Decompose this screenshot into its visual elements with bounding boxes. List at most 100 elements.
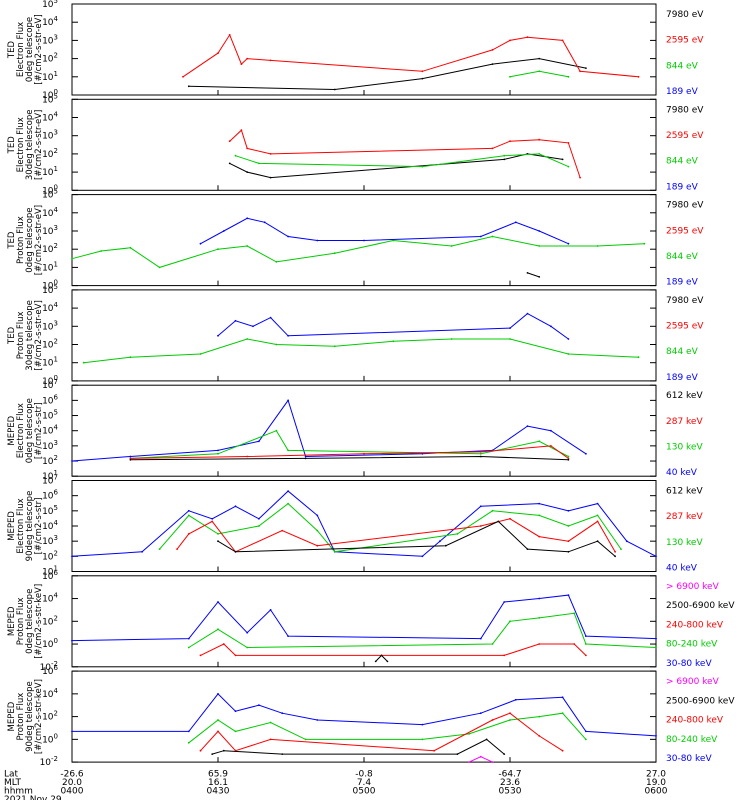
data-point xyxy=(479,235,482,238)
data-point xyxy=(497,520,500,523)
data-point xyxy=(573,612,576,615)
legend-entry: 130 keV xyxy=(666,538,703,548)
data-point xyxy=(252,325,254,328)
y-axis-label: TED xyxy=(7,40,17,59)
footer-value: 0600 xyxy=(645,786,668,796)
data-point xyxy=(275,343,278,346)
y-tick-label: 102 xyxy=(42,710,58,723)
data-point xyxy=(503,654,506,657)
data-point xyxy=(333,345,336,348)
y-tick-label: 104 xyxy=(42,111,58,124)
data-point xyxy=(538,138,541,141)
plot-frame xyxy=(71,670,657,763)
series-line-1 xyxy=(188,58,586,91)
data-point xyxy=(596,502,599,505)
series-line-3 xyxy=(527,272,540,278)
data-point xyxy=(526,312,529,315)
series-line-1 xyxy=(71,490,657,557)
data-point xyxy=(509,719,511,721)
data-point xyxy=(479,712,482,715)
y-tick-label: 103 xyxy=(42,439,58,452)
data-point xyxy=(363,239,365,242)
y-axis-label: MEPED xyxy=(7,606,17,636)
data-point xyxy=(287,635,289,637)
data-point xyxy=(222,749,225,752)
data-point xyxy=(199,749,202,752)
data-point xyxy=(526,272,529,274)
legend-entry: 30-80 keV xyxy=(666,659,712,669)
data-point xyxy=(234,550,237,553)
y-tick-label: 104 xyxy=(42,687,58,700)
series-line-2 xyxy=(159,502,622,553)
data-point xyxy=(468,761,470,763)
data-point xyxy=(538,70,541,73)
data-point xyxy=(281,529,284,532)
data-point xyxy=(503,158,506,161)
data-point xyxy=(363,452,365,455)
data-point xyxy=(246,57,249,60)
data-point xyxy=(187,85,190,88)
footer-row-label: Lat xyxy=(4,769,19,779)
data-point xyxy=(269,153,272,155)
y-axis-label: Electron Flux xyxy=(16,498,26,553)
y-tick-label: 103 xyxy=(42,319,58,332)
data-point xyxy=(567,525,570,527)
data-point xyxy=(585,67,587,69)
legend-entry: 7980 eV xyxy=(666,296,704,306)
data-point xyxy=(217,52,219,54)
footer: Lat -26.6 65.9 -0.8 -64.7 27.0 MLT 20.0 16.1 7.4 2… xyxy=(4,769,668,800)
data-point xyxy=(287,235,289,238)
data-point xyxy=(561,749,564,752)
y-tick-label: 102 xyxy=(42,147,58,160)
series-line-4 xyxy=(375,654,388,662)
data-point xyxy=(456,533,459,535)
y-axis-label: MEPED xyxy=(7,415,17,445)
footer-date: 2021 Nov 29 xyxy=(4,795,62,800)
data-point xyxy=(509,39,511,42)
data-point xyxy=(567,509,570,512)
data-point xyxy=(491,643,494,645)
data-point xyxy=(217,334,219,337)
data-point xyxy=(479,525,482,527)
y-axis-label: TED xyxy=(7,231,17,250)
data-point xyxy=(509,75,511,78)
data-point xyxy=(637,75,640,78)
y-tick-label: 100 xyxy=(42,732,58,745)
series-line-1 xyxy=(71,235,645,268)
data-point xyxy=(579,176,581,179)
data-point xyxy=(561,712,564,715)
series-line-3 xyxy=(176,518,616,553)
data-point xyxy=(187,514,190,517)
data-point xyxy=(509,140,511,143)
legend-entry: 2595 eV xyxy=(666,36,704,46)
plot-frame xyxy=(71,289,657,382)
y-tick-label: 104 xyxy=(42,424,58,437)
y-tick-label: 101 xyxy=(42,356,58,369)
series-line-2 xyxy=(188,612,657,649)
data-point xyxy=(141,550,144,553)
data-point xyxy=(585,730,587,733)
data-point xyxy=(514,698,517,701)
data-point xyxy=(182,75,184,78)
data-point xyxy=(158,548,161,550)
y-axis-label: 0deg telescope xyxy=(25,207,35,272)
data-point xyxy=(567,455,570,458)
data-point xyxy=(567,594,570,596)
y-tick-label: 105 xyxy=(42,409,58,422)
data-point xyxy=(217,533,219,535)
legend-entry: 40 keV xyxy=(666,468,698,478)
data-point xyxy=(479,452,482,455)
y-axis-label: Proton Flux xyxy=(16,597,26,645)
data-point xyxy=(234,730,237,733)
y-axis-label: TED xyxy=(7,326,17,345)
legend-entry: 40 keV xyxy=(666,564,698,574)
data-point xyxy=(439,540,441,543)
data-point xyxy=(281,753,284,755)
data-point xyxy=(538,230,541,232)
legend-entry: 240-800 keV xyxy=(666,620,724,630)
data-point xyxy=(655,555,657,558)
data-point xyxy=(240,129,243,132)
